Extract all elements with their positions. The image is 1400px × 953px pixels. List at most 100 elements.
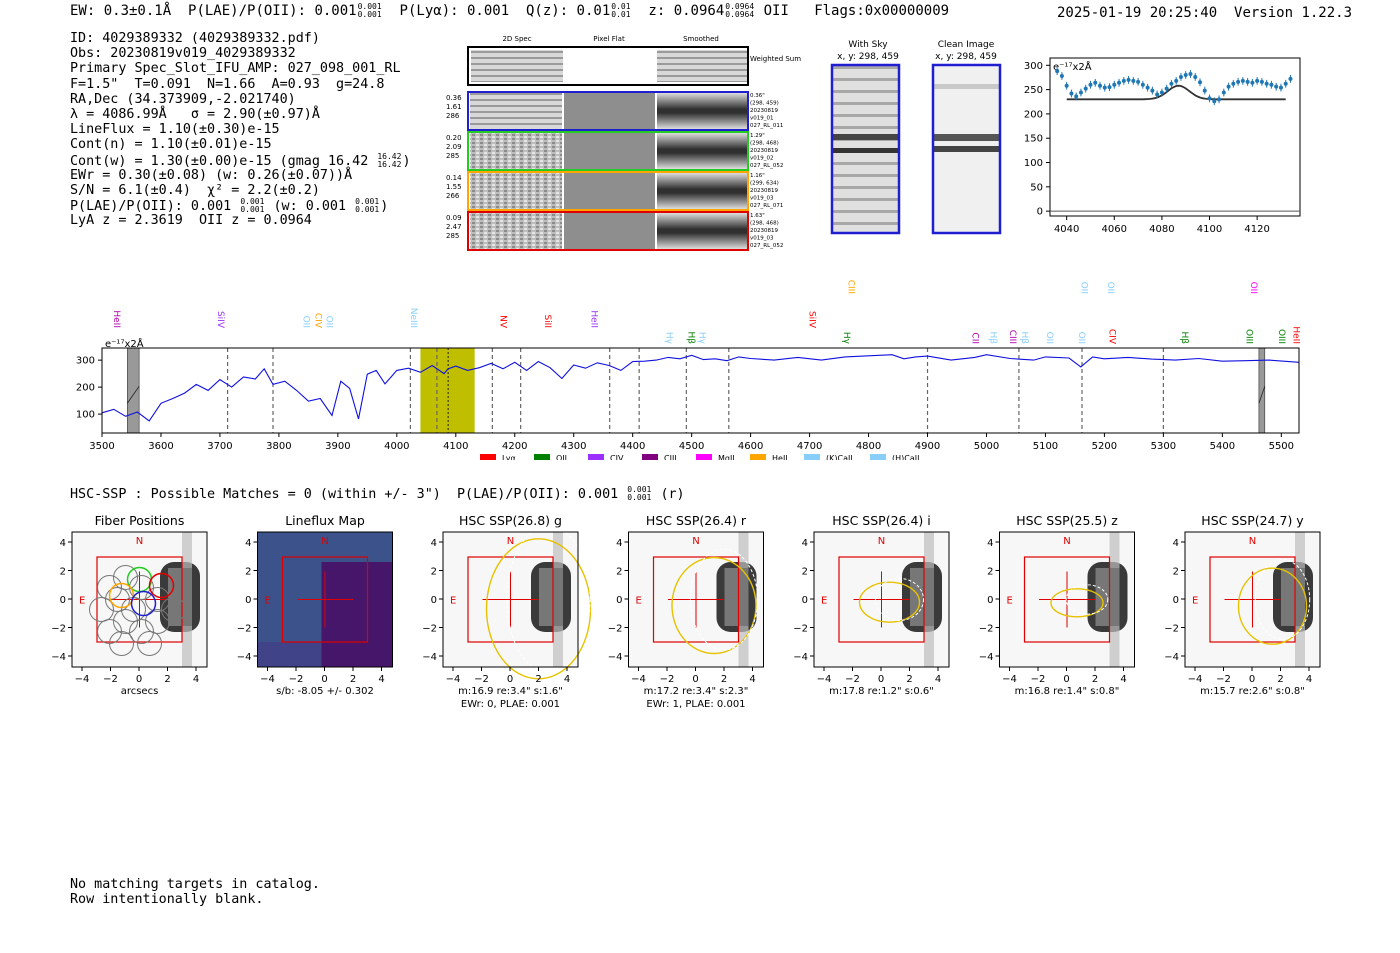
zoom-xtick-label: 4080 xyxy=(1149,224,1174,235)
header-plya: P(Lyα): 0.001 xyxy=(399,3,510,19)
fiber-circle xyxy=(145,609,170,634)
spectrum-xtick-label: 4400 xyxy=(620,441,645,452)
cutout-row-frame xyxy=(467,131,749,171)
clean-xy: x, y: 298, 459 xyxy=(935,52,997,62)
cutout-row-right-value: 027_RL_011 xyxy=(750,123,783,129)
fiber-circle xyxy=(129,619,154,644)
aperture-box xyxy=(281,556,369,643)
footer-notes: No matching targets in catalog. Row inten… xyxy=(70,877,320,907)
zoom-fit-chart: 0 50 100 150 200 250 300 4040 4060 4080 4100 4120 e⁻… xyxy=(1024,57,1301,235)
hsc-xtick-label: −4 xyxy=(260,674,275,685)
zoom-point xyxy=(1107,85,1112,90)
spectrum-xtick-label: 3600 xyxy=(148,441,173,452)
emission-line-label: Hβ xyxy=(1019,331,1029,344)
spectrum-ytick-label: 200 xyxy=(76,383,95,394)
cutout-smoothed xyxy=(657,212,747,250)
emission-line-label: OII xyxy=(324,316,334,328)
zoom-point xyxy=(1069,91,1074,96)
emission-line-label: Hβ xyxy=(988,331,998,344)
hsc-ytick-label: −2 xyxy=(793,624,808,635)
zoom-ytick-label: 300 xyxy=(1024,61,1043,72)
cutout-row-left-value: 0.20 xyxy=(446,134,462,142)
spectrum-xtick-label: 5200 xyxy=(1092,441,1117,452)
clean-image xyxy=(931,63,1002,235)
legend-swatch xyxy=(588,454,604,460)
galaxy-core xyxy=(724,568,749,626)
emission-line-label: NeIII xyxy=(408,308,418,328)
zoom-point xyxy=(1269,82,1274,87)
hsc-xtick-label: 4 xyxy=(193,674,199,685)
masked-region-hatch xyxy=(127,386,140,404)
spectral-cutouts: 2D Spec Pixel Flat Smoothed Weighted Sum… xyxy=(446,35,801,251)
clean-title: Clean Image xyxy=(938,40,995,50)
hsc-panel-caption: m:17.2 re:3.4" s:2.3" xyxy=(644,686,749,697)
hsc-ytick-label: −4 xyxy=(237,652,252,663)
hsc-ytick-label: 2 xyxy=(245,567,251,578)
hsc-xtick-label: −4 xyxy=(1002,674,1017,685)
zoom-point xyxy=(1207,96,1212,101)
hsc-ytick-label: 4 xyxy=(431,538,437,549)
emission-line-label: OII xyxy=(1248,282,1258,294)
spectrum-xtick-label: 5500 xyxy=(1269,441,1294,452)
spectrum-plot-frame xyxy=(101,347,1300,434)
aperture-box xyxy=(1209,556,1296,643)
zoom-point xyxy=(1112,82,1117,87)
compass-east: E xyxy=(450,596,456,607)
zoom-ytick-label: 150 xyxy=(1024,134,1043,145)
zoom-point xyxy=(1055,69,1060,74)
fiber-circle-red xyxy=(148,572,175,599)
hsc-ytick-label: 2 xyxy=(1173,567,1179,578)
hsc-panel-caption: EWr: 1, PLAE: 0.001 xyxy=(646,699,745,710)
hsc-panel-caption: EWr: 0, PLAE: 0.001 xyxy=(461,699,560,710)
zoom-point xyxy=(1188,72,1193,77)
spectrum-unit-label: e⁻¹⁷x2Å xyxy=(105,337,144,350)
cutout-row-right-value: 20230819 xyxy=(750,148,778,154)
hsc-panel-caption: arcsecs xyxy=(121,686,159,697)
emission-line-label: SiII xyxy=(542,314,552,328)
zoom-point xyxy=(1288,76,1293,81)
zoom-point xyxy=(1155,92,1160,97)
emission-line-label: CIV xyxy=(312,313,322,329)
hsc-xtick-label: 2 xyxy=(721,674,727,685)
legend-item: Lyα xyxy=(480,454,516,460)
cutout-smoothed xyxy=(657,172,747,210)
zoom-model-line xyxy=(1066,84,1286,101)
emission-line-label: CIII xyxy=(846,280,856,294)
with-sky-image xyxy=(830,63,901,235)
zoom-xtick-label: 4120 xyxy=(1244,224,1269,235)
cutout-row-right-value: 0.36" xyxy=(750,93,765,99)
galaxy-core xyxy=(1095,568,1120,626)
zoom-point xyxy=(1217,97,1222,102)
info-primary: Primary Spec_Slot_IFU_AMP: 027_098_001_R… xyxy=(70,61,401,77)
hsc-ytick-label: 4 xyxy=(1173,538,1179,549)
zoom-ytick-label: 250 xyxy=(1024,85,1043,96)
hsc-panel-title: HSC SSP(26.8) g xyxy=(459,513,562,528)
hsc-ytick-label: −2 xyxy=(1164,624,1179,635)
hsc-aperture-ellipse xyxy=(485,538,592,680)
cutout-row-right-value: 20230819 xyxy=(750,188,778,194)
legend-label: (H)CaII xyxy=(892,454,919,460)
header-flags: Flags:0x00000009 xyxy=(814,3,950,19)
info-plae: P(LAE)/P(OII): 0.001 0.001 0.001 (w: 0.00… xyxy=(70,197,389,215)
compass-north: N xyxy=(1249,536,1256,547)
spectrum-xtick-label: 3500 xyxy=(89,441,114,452)
zoom-unit-label: e⁻¹⁷x2Å xyxy=(1053,60,1092,73)
full-spectrum-chart: 100 200 300 3500 3600 3700 3800 3900 4000 4100 420… xyxy=(76,280,1301,460)
hsc-ytick-label: 2 xyxy=(616,567,622,578)
aperture-box xyxy=(467,556,554,643)
hsc-xtick-label: −2 xyxy=(474,674,489,685)
cutout-row-right-value: (299, 634) xyxy=(750,181,779,187)
cutout-row-left-value: 1.61 xyxy=(446,103,462,111)
hsc-ytick-label: −2 xyxy=(608,624,623,635)
hsc-xtick-label: 0 xyxy=(136,674,142,685)
cutout-row-right-value: 027_RL_052 xyxy=(750,243,783,249)
galaxy-core xyxy=(168,568,192,626)
spectrum-xtick-label: 4700 xyxy=(797,441,822,452)
info-contw: Cont(w) = 1.30(±0.00)e-15 (gmag 16.42 16… xyxy=(70,151,411,169)
header-timestamp: 2025-01-19 20:25:40 Version 1.22.3 xyxy=(1057,5,1352,21)
info-obs: Obs: 20230819v019_4029389332 xyxy=(70,46,296,62)
hsc-ytick-label: −2 xyxy=(979,624,994,635)
